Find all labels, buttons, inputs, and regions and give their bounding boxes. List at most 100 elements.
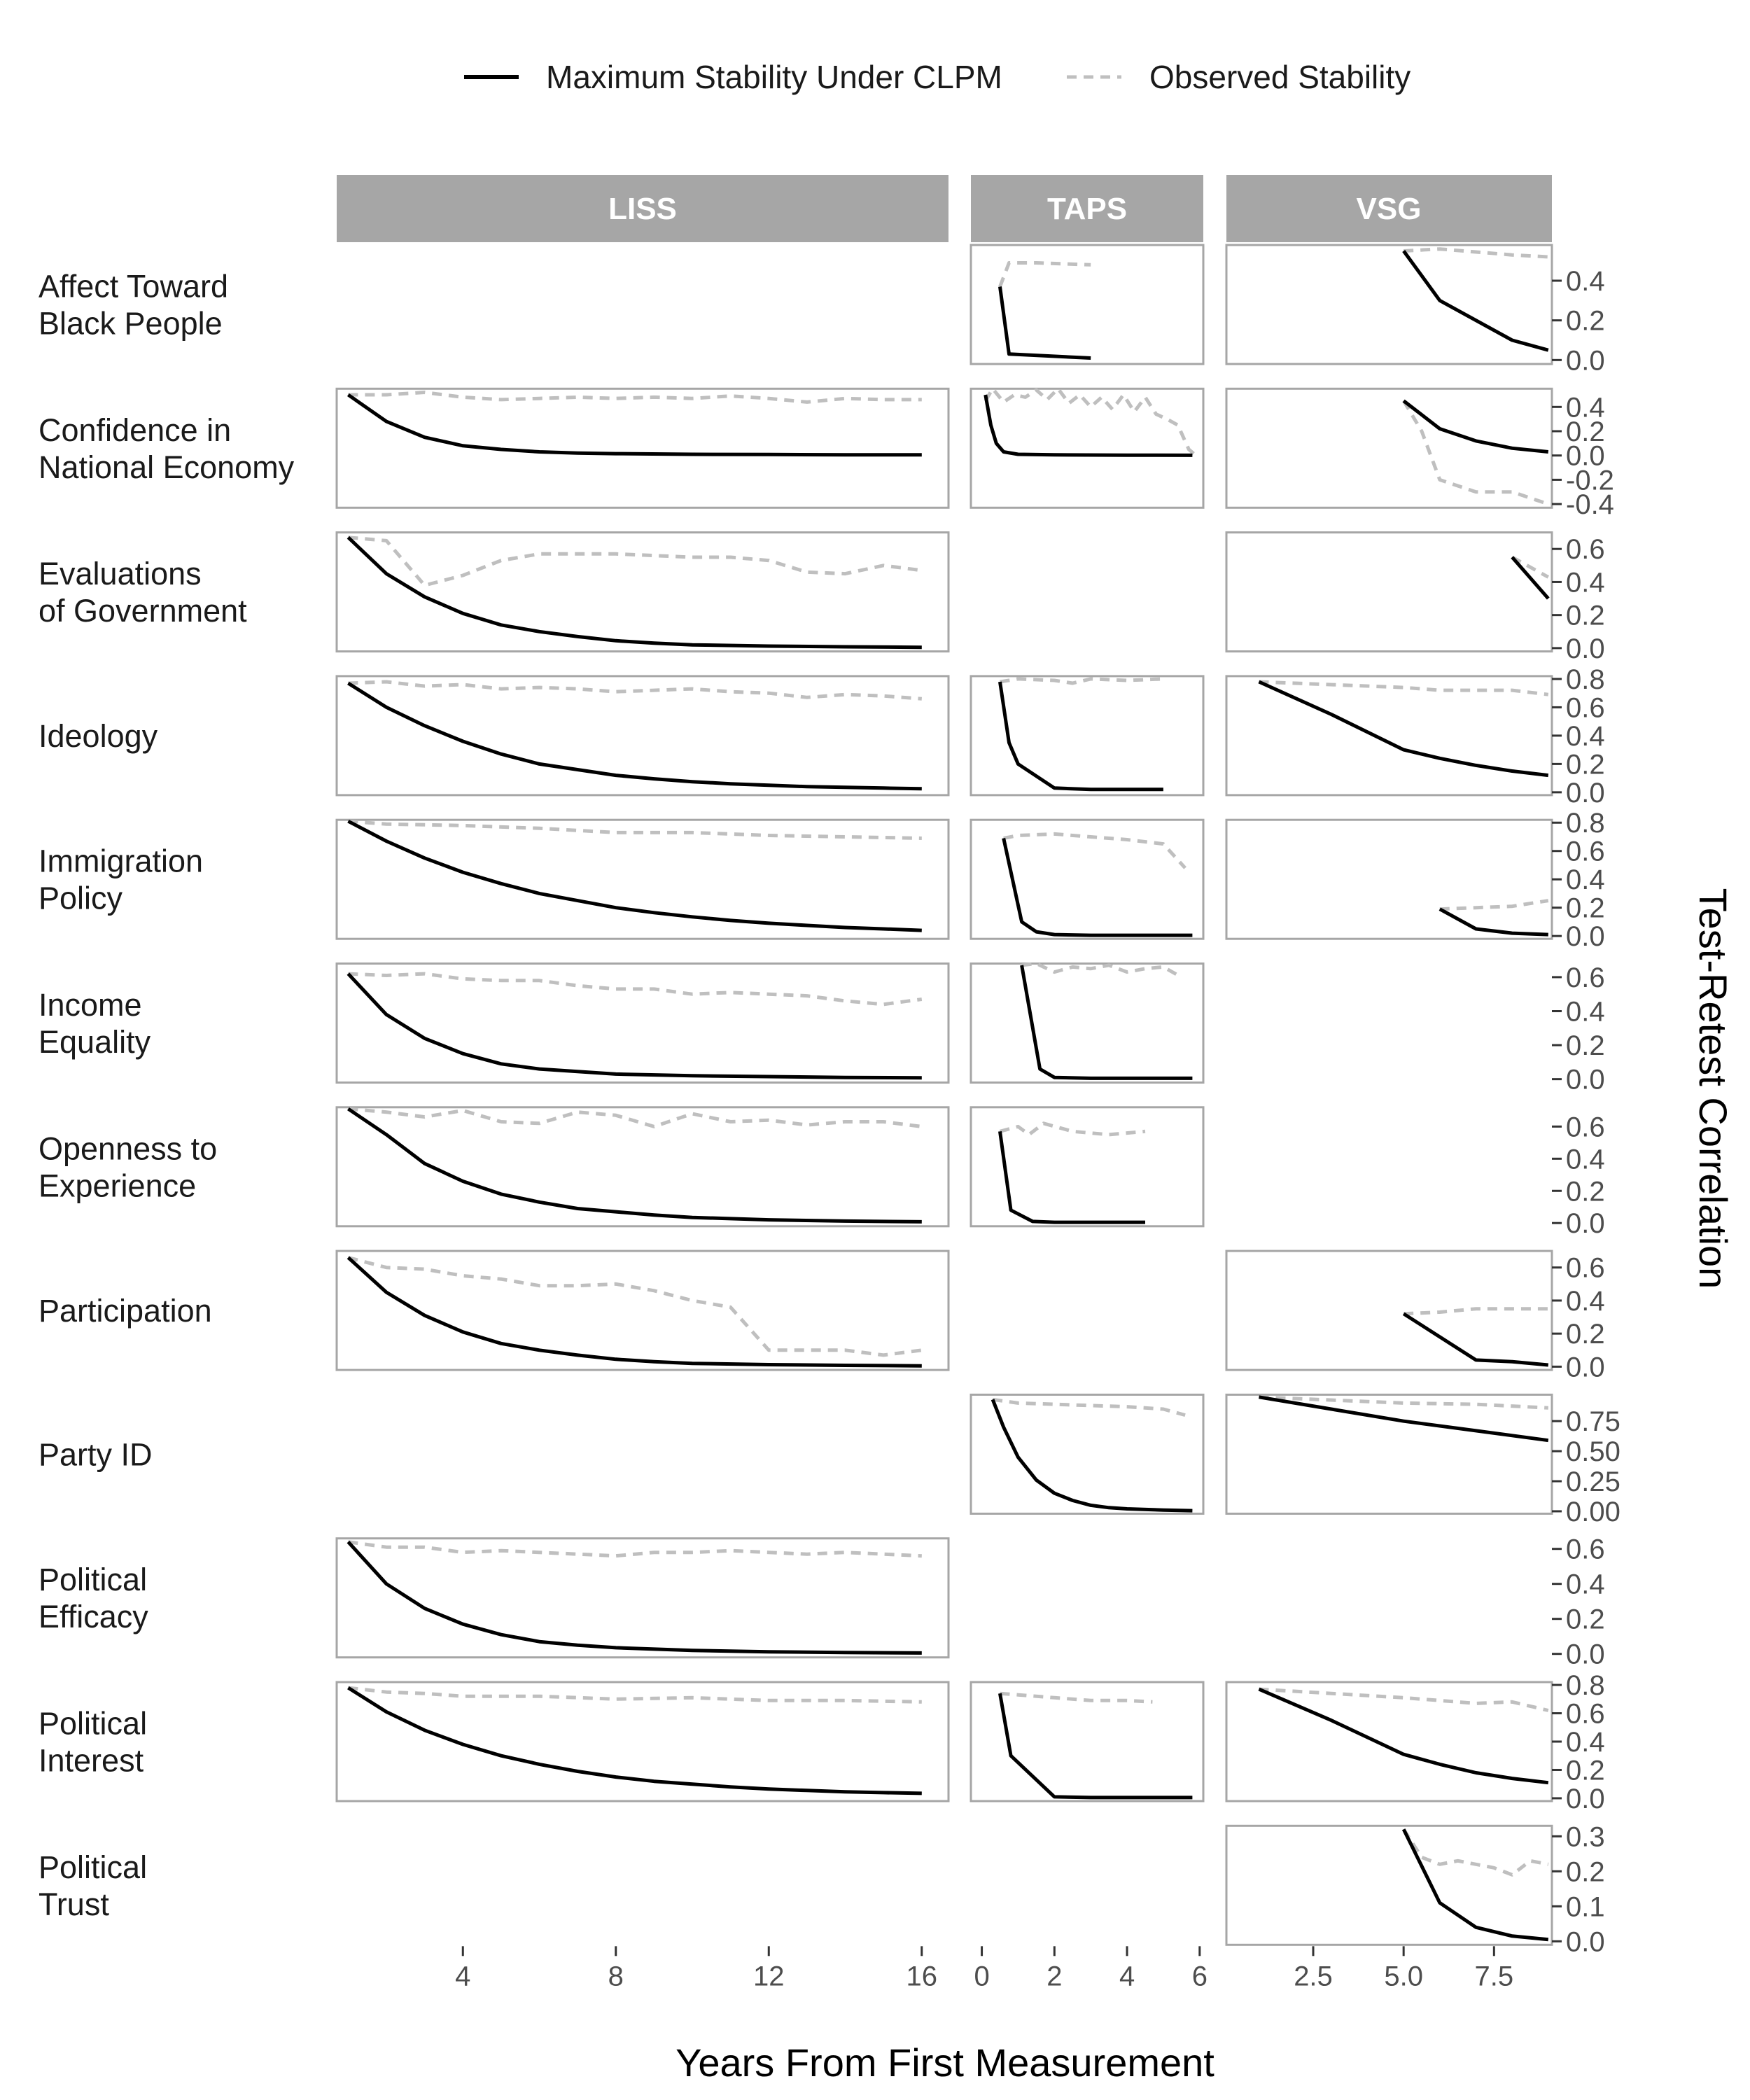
- panel-border: [335, 1537, 950, 1659]
- row-label-immigration-policy-line-2: Policy: [38, 881, 123, 916]
- series-maximum-stability: [1401, 1828, 1549, 1942]
- panel-border: [335, 962, 950, 1084]
- y-tick-label: 0.6: [1566, 1699, 1605, 1730]
- x-tick-label: 6: [1192, 1961, 1208, 1991]
- series-maximum-stability: [1402, 250, 1549, 352]
- y-tick-label: 0.0: [1566, 1784, 1605, 1814]
- legend-label-max: Maximum Stability Under CLPM: [546, 59, 1002, 95]
- y-tick-label: 0.2: [1566, 416, 1605, 447]
- row-label-affect-toward-black-people-line-2: Black People: [38, 306, 223, 342]
- panel-border: [1225, 531, 1553, 653]
- y-tick-label: 0.6: [1566, 962, 1605, 993]
- panel-border: [969, 962, 1205, 1084]
- strip-taps-label: TAPS: [1047, 192, 1127, 226]
- series-observed-stability: [1402, 400, 1549, 506]
- y-tick-label: -0.4: [1566, 489, 1614, 520]
- panel-border: [969, 244, 1205, 365]
- series-observed-stability: [1259, 1687, 1549, 1712]
- series-observed-stability: [348, 1107, 923, 1128]
- panel-border: [1225, 1681, 1553, 1802]
- panel-vsg-political-trust: [1225, 1824, 1553, 1946]
- panel-border: [1225, 244, 1553, 365]
- series-observed-stability: [348, 972, 923, 1007]
- y-tick-label: -0.2: [1566, 465, 1614, 496]
- y-tick-label: 0.6: [1566, 836, 1605, 867]
- y-tick-label: 0.8: [1566, 664, 1605, 695]
- y-tick-label: 0.8: [1566, 808, 1605, 839]
- y-tick-label: 0.2: [1566, 1319, 1605, 1350]
- series-maximum-stability: [998, 1130, 1145, 1224]
- panels: [335, 244, 1553, 1946]
- series-maximum-stability: [347, 1686, 922, 1795]
- row-label-confidence-in-national-economy-line-2: National Economy: [38, 449, 295, 485]
- panel-taps-party-id: [969, 1393, 1205, 1515]
- x-tick-label: 12: [753, 1961, 785, 1991]
- strip-vsg-label: VSG: [1357, 192, 1422, 226]
- y-tick-label: 0.2: [1566, 1604, 1605, 1635]
- y-tick-label: 0.75: [1566, 1406, 1620, 1437]
- panel-vsg-evaluations-of-government: [1225, 531, 1553, 653]
- series-observed-stability: [1404, 247, 1548, 259]
- panel-taps-political-interest: [969, 1681, 1205, 1802]
- panel-liss-evaluations-of-government: [335, 531, 950, 653]
- series-observed-stability: [347, 1256, 923, 1357]
- panel-liss-participation: [335, 1250, 950, 1371]
- series-observed-stability: [998, 261, 1091, 288]
- series-maximum-stability: [1002, 837, 1193, 937]
- strip-liss-label: LISS: [608, 192, 677, 226]
- series-observed-stability: [1259, 680, 1549, 696]
- x-tick-label: 7.5: [1475, 1961, 1514, 1991]
- series-observed-stability: [992, 1397, 1186, 1418]
- legend: Maximum Stability Under CLPM Observed St…: [464, 59, 1410, 95]
- y-tick-label: 0.2: [1566, 1030, 1605, 1061]
- strip-liss-bg: [337, 175, 948, 242]
- series-observed-stability: [1404, 1307, 1548, 1316]
- series-maximum-stability: [1258, 680, 1549, 778]
- series-maximum-stability: [346, 1256, 922, 1368]
- x-tick-label: 0: [974, 1961, 989, 1991]
- row-label-evaluations-of-government-line-1: Evaluations: [38, 556, 202, 592]
- series-observed-stability: [1021, 962, 1183, 979]
- series-maximum-stability: [1020, 965, 1193, 1080]
- panel-vsg-confidence-in-national-economy: [1225, 387, 1553, 509]
- y-tick-label: 0.2: [1566, 749, 1605, 780]
- y-tick-label: 0.0: [1566, 1352, 1605, 1382]
- x-axes: 4 8 12 16 0 2 4 6 2.5 5.0 7.5: [455, 1946, 1513, 1991]
- series-maximum-stability: [1438, 907, 1548, 937]
- y-tick-label: 0.2: [1566, 1856, 1605, 1887]
- series-observed-stability: [999, 1121, 1146, 1137]
- row-label-income-equality-line-2: Equality: [38, 1024, 151, 1060]
- strip-liss: LISS: [337, 175, 948, 242]
- x-tick-label: 4: [455, 1961, 470, 1991]
- y-tick-label: 0.0: [1566, 1208, 1605, 1239]
- series-observed-stability: [348, 819, 922, 840]
- row-label-openness-to-experience-line-1: Openness to: [38, 1130, 217, 1166]
- x-axis-title: Years From First Measurement: [676, 2040, 1214, 2085]
- x-tick-label: 5.0: [1384, 1961, 1423, 1991]
- series-maximum-stability: [346, 1541, 922, 1655]
- row-label-evaluations-of-government-line-2: of Government: [38, 593, 247, 629]
- series-maximum-stability: [346, 536, 922, 650]
- panel-border: [335, 1250, 950, 1371]
- series-maximum-stability: [998, 1693, 1193, 1800]
- y-tick-label: 0.4: [1566, 567, 1605, 598]
- panel-border: [1225, 387, 1553, 509]
- x-tick-label: 2: [1046, 1961, 1062, 1991]
- panel-border: [969, 1393, 1205, 1515]
- series-maximum-stability: [998, 681, 1163, 792]
- series-observed-stability: [348, 1540, 922, 1558]
- y-tick-label: 0.50: [1566, 1436, 1620, 1467]
- panel-liss-political-interest: [335, 1681, 950, 1802]
- legend-label-obs: Observed Stability: [1149, 59, 1410, 95]
- series-maximum-stability: [983, 394, 1193, 457]
- y-axis-title: Test-Retest Correlation: [1691, 888, 1735, 1289]
- y-tick-label: 0.25: [1566, 1466, 1620, 1497]
- series-maximum-stability: [1259, 1395, 1549, 1443]
- y-tick-label: 0.4: [1566, 997, 1605, 1028]
- row-label-affect-toward-black-people-line-1: Affect Toward: [38, 269, 228, 304]
- y-tick-label: 0.0: [1566, 921, 1605, 952]
- y-tick-label: 0.4: [1566, 1727, 1605, 1758]
- y-tick-label: 0.4: [1566, 266, 1605, 297]
- panel-taps-openness-to-experience: [969, 1106, 1205, 1228]
- panel-vsg-immigration-policy: [1225, 818, 1553, 940]
